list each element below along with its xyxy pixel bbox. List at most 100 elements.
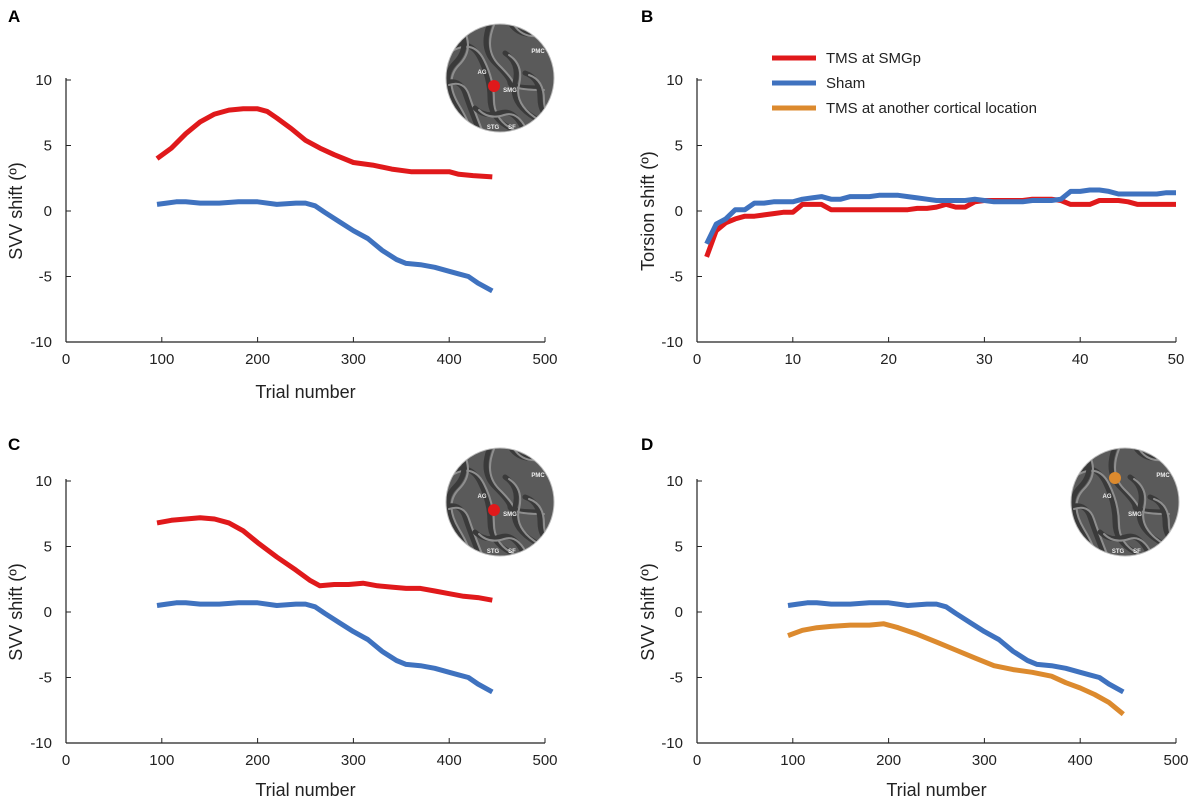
series-line-tms-at-smgp	[155, 106, 493, 180]
series-line-sham	[156, 199, 494, 294]
x-tick-label: 500	[1163, 752, 1188, 769]
x-tick-label: 20	[880, 351, 897, 368]
brain-sulcus	[1127, 474, 1163, 545]
y-tick-label: 5	[675, 539, 683, 556]
brain-gyrus	[453, 469, 515, 555]
brain-gyrus	[528, 74, 554, 126]
x-tick-label: 500	[532, 351, 557, 368]
y-tick-label: -5	[670, 670, 683, 687]
brain-inset: PMC AG SMG STG SF	[445, 23, 555, 133]
x-axis-label: Trial number	[255, 780, 355, 800]
brain-label-pmc: PMC	[531, 49, 545, 55]
brain-gyrus	[1078, 469, 1140, 555]
brain-sulcus	[446, 79, 483, 132]
x-tick-label: 200	[245, 752, 270, 769]
x-tick-label: 30	[976, 351, 993, 368]
x-tick-label: 0	[693, 351, 701, 368]
brain-gyrus	[448, 506, 485, 556]
panel-c: C 0 100 200 300 400 500 -10 -5 0 5 10 Trial number SV…	[6, 435, 558, 800]
x-tick-label: 40	[1072, 351, 1089, 368]
series-line-tms-at-smgp	[156, 515, 493, 603]
brain-label-sf: SF	[508, 549, 516, 555]
brain-label-stg: STG	[487, 549, 500, 555]
brain-gyrus	[1103, 533, 1155, 556]
x-tick-label: 500	[532, 752, 557, 769]
series-line-tms-at-another-cortical-location	[787, 621, 1125, 717]
legend-label-tms-at-another-cortical-location: TMS at another cortical location	[826, 100, 1037, 117]
y-tick-label: 10	[35, 72, 52, 89]
x-tick-label: 100	[149, 351, 174, 368]
y-tick-label: -5	[670, 269, 683, 286]
brain-label-smg: SMG	[503, 88, 517, 94]
y-tick-label: -5	[39, 269, 52, 286]
brain-sulcus	[502, 474, 538, 545]
panel-b: B 0 10 20 30 40 50 -10 -5 0 5 10 Torsion shift (º)	[638, 7, 1184, 368]
y-tick-label: 5	[44, 138, 52, 155]
y-tick-label: 0	[675, 604, 683, 621]
y-tick-label: -10	[30, 735, 52, 752]
brain-sulcus	[1071, 503, 1108, 556]
x-tick-label: 50	[1168, 351, 1185, 368]
brain-label-ag: AG	[1103, 494, 1112, 500]
brain-label-sf: SF	[508, 125, 516, 131]
brain-label-pmc: PMC	[1156, 473, 1170, 479]
brain-gyrus	[453, 45, 515, 131]
stimulation-site-marker	[488, 80, 500, 92]
brain-sulcus	[483, 24, 543, 91]
x-tick-label: 300	[341, 351, 366, 368]
x-axis-label: Trial number	[255, 382, 355, 402]
brain-sulcus	[1108, 448, 1168, 515]
series-line-sham	[156, 600, 494, 695]
brain-label-smg: SMG	[503, 512, 517, 518]
y-tick-label: -10	[661, 334, 683, 351]
brain-gyrus	[478, 109, 530, 132]
brain-sulcus	[502, 50, 538, 121]
series-line-tms-at-smgp	[704, 196, 1176, 258]
brain-gyrus	[489, 24, 545, 91]
brain-gyri	[446, 448, 554, 556]
x-tick-label: 0	[62, 752, 70, 769]
brain-label-stg: STG	[487, 125, 500, 131]
x-tick-label: 400	[1068, 752, 1093, 769]
y-tick-label: 10	[666, 473, 683, 490]
legend-label-sham: Sham	[826, 75, 865, 92]
brain-gyrus	[478, 533, 530, 556]
brain-rim	[445, 447, 555, 557]
legend: TMS at SMGp Sham TMS at another cortical l…	[772, 50, 1037, 117]
brain-rim	[445, 23, 555, 133]
brain-gyrus	[489, 448, 545, 515]
y-tick-label: -5	[39, 670, 52, 687]
y-tick-label: 0	[44, 203, 52, 220]
y-tick-label: -10	[30, 334, 52, 351]
brain-sulcus	[446, 503, 483, 556]
brain-label-ag: AG	[478, 494, 487, 500]
x-tick-label: 200	[245, 351, 270, 368]
brain-gyrus	[528, 498, 554, 550]
panel-a: A 0 100 200 300 400 500 -10 -5 0 5 10 Trial number SV…	[6, 7, 558, 402]
x-tick-label: 10	[784, 351, 801, 368]
x-tick-label: 0	[62, 351, 70, 368]
y-tick-label: -10	[661, 735, 683, 752]
brain-label-sf: SF	[1133, 549, 1141, 555]
x-tick-label: 0	[693, 752, 701, 769]
y-tick-label: 5	[675, 138, 683, 155]
stimulation-site-marker	[488, 504, 500, 516]
brain-inset: PMC AG SMG STG SF	[1070, 447, 1180, 557]
brain-gyrus	[1073, 506, 1110, 556]
panel-letter: B	[641, 7, 653, 26]
y-tick-label: 5	[44, 539, 52, 556]
brain-gyrus	[448, 82, 485, 132]
brain-inset: PMC AG SMG STG SF	[445, 447, 555, 557]
brain-gyrus	[1153, 498, 1179, 550]
brain-sulcus	[483, 448, 543, 515]
panel-letter: C	[8, 435, 20, 454]
brain-label-ag: AG	[478, 70, 487, 76]
panel-letter: D	[641, 435, 653, 454]
panel-letter: A	[8, 7, 20, 26]
brain-gyrus	[508, 478, 540, 545]
brain-gyrus	[1114, 448, 1170, 515]
x-tick-label: 400	[437, 351, 462, 368]
y-tick-label: 0	[675, 203, 683, 220]
x-tick-label: 300	[972, 752, 997, 769]
